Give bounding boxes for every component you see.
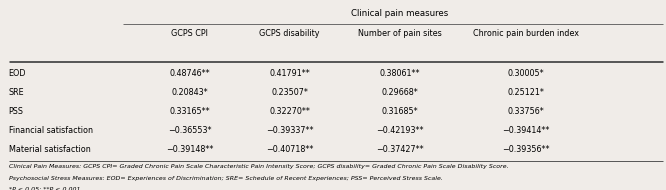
Text: 0.20843*: 0.20843* xyxy=(172,88,208,97)
Text: 0.29668*: 0.29668* xyxy=(381,88,418,97)
Text: GCPS disability: GCPS disability xyxy=(260,29,320,38)
Text: Financial satisfaction: Financial satisfaction xyxy=(9,126,93,135)
Text: 0.33756*: 0.33756* xyxy=(507,107,545,116)
Text: 0.30005*: 0.30005* xyxy=(508,69,544,78)
Text: Clinical Pain Measures: GCPS CPI= Graded Chronic Pain Scale Characteristic Pain : Clinical Pain Measures: GCPS CPI= Graded… xyxy=(9,164,508,169)
Text: Clinical pain measures: Clinical pain measures xyxy=(351,9,448,17)
Text: −0.39337**: −0.39337** xyxy=(266,126,314,135)
Text: −0.39414**: −0.39414** xyxy=(502,126,550,135)
Text: −0.40718**: −0.40718** xyxy=(266,145,314,154)
Text: Psychosocial Stress Measures: EOD= Experiences of Discrimination; SRE= Schedule : Psychosocial Stress Measures: EOD= Exper… xyxy=(9,176,442,181)
Text: −0.39356**: −0.39356** xyxy=(502,145,550,154)
Text: GCPS CPI: GCPS CPI xyxy=(171,29,208,38)
Text: EOD: EOD xyxy=(9,69,26,78)
Text: PSS: PSS xyxy=(9,107,24,116)
Text: Number of pain sites: Number of pain sites xyxy=(358,29,442,38)
Text: 0.38061**: 0.38061** xyxy=(380,69,420,78)
Text: 0.25121*: 0.25121* xyxy=(507,88,545,97)
Text: −0.39148**: −0.39148** xyxy=(166,145,214,154)
Text: 0.31685*: 0.31685* xyxy=(382,107,418,116)
Text: 0.41791**: 0.41791** xyxy=(269,69,310,78)
Text: Material satisfaction: Material satisfaction xyxy=(9,145,91,154)
Text: 0.48746**: 0.48746** xyxy=(170,69,210,78)
Text: 0.33165**: 0.33165** xyxy=(170,107,210,116)
Text: Chronic pain burden index: Chronic pain burden index xyxy=(473,29,579,38)
Text: *P < 0.05; **P < 0.001.: *P < 0.05; **P < 0.001. xyxy=(9,186,82,190)
Text: −0.37427**: −0.37427** xyxy=(376,145,424,154)
Text: 0.23507*: 0.23507* xyxy=(271,88,308,97)
Text: 0.32270**: 0.32270** xyxy=(269,107,310,116)
Text: SRE: SRE xyxy=(9,88,24,97)
Text: −0.36553*: −0.36553* xyxy=(168,126,212,135)
Text: −0.42193**: −0.42193** xyxy=(376,126,424,135)
